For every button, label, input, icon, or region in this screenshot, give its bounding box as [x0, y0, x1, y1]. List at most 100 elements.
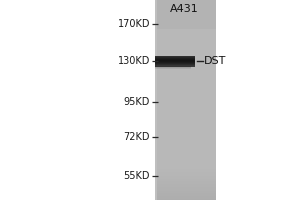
- Bar: [155, 125, 216, 127]
- Bar: [155, 124, 216, 125]
- Bar: [155, 171, 216, 172]
- Bar: [155, 155, 216, 156]
- Bar: [155, 7, 216, 8]
- Bar: [155, 129, 216, 131]
- Bar: [155, 119, 216, 120]
- Bar: [155, 52, 216, 53]
- Bar: [155, 101, 216, 103]
- Bar: [155, 21, 216, 23]
- Bar: [155, 69, 216, 71]
- Bar: [155, 148, 216, 149]
- Bar: [155, 55, 216, 56]
- Bar: [155, 169, 216, 171]
- Bar: [155, 128, 216, 129]
- Bar: [155, 168, 216, 169]
- Bar: [155, 139, 216, 140]
- Bar: [155, 85, 216, 87]
- Bar: [155, 141, 216, 143]
- Bar: [155, 47, 216, 48]
- Bar: [155, 104, 216, 105]
- Bar: [155, 99, 216, 100]
- Bar: [155, 31, 216, 32]
- Bar: [155, 93, 216, 95]
- Bar: [155, 175, 216, 176]
- Bar: [155, 189, 216, 191]
- Bar: [155, 177, 216, 179]
- Bar: [155, 143, 216, 144]
- Bar: [155, 153, 216, 155]
- Bar: [155, 113, 216, 115]
- Bar: [155, 87, 216, 88]
- Bar: [155, 97, 216, 99]
- Bar: [155, 19, 216, 20]
- Bar: [155, 115, 216, 116]
- Bar: [155, 180, 216, 181]
- Bar: [155, 11, 216, 12]
- Bar: [155, 29, 216, 31]
- Bar: [155, 39, 216, 40]
- Bar: [155, 59, 216, 60]
- Bar: [155, 12, 216, 13]
- Bar: [155, 184, 216, 185]
- Bar: [155, 44, 216, 45]
- Bar: [155, 37, 216, 39]
- Bar: [155, 23, 216, 24]
- Text: 95KD: 95KD: [124, 97, 150, 107]
- Bar: [155, 41, 216, 43]
- Bar: [155, 152, 216, 153]
- Bar: [155, 45, 216, 47]
- Bar: [155, 195, 216, 196]
- Bar: [155, 61, 216, 63]
- Bar: [155, 16, 216, 17]
- Bar: [155, 95, 216, 96]
- Bar: [155, 192, 216, 193]
- Bar: [155, 107, 216, 108]
- Bar: [155, 36, 216, 37]
- Bar: [155, 76, 216, 77]
- Bar: [155, 64, 216, 65]
- Bar: [155, 0, 157, 200]
- Bar: [155, 181, 216, 183]
- Bar: [155, 67, 216, 68]
- Bar: [155, 121, 216, 123]
- Bar: [155, 160, 216, 161]
- Bar: [155, 112, 216, 113]
- Bar: [155, 100, 216, 101]
- Bar: [155, 62, 195, 63]
- Bar: [155, 91, 216, 92]
- Bar: [155, 123, 216, 124]
- Bar: [155, 96, 216, 97]
- Bar: [155, 60, 216, 61]
- Bar: [155, 43, 216, 44]
- Bar: [155, 20, 216, 21]
- Bar: [155, 63, 195, 64]
- Bar: [155, 140, 216, 141]
- Bar: [155, 135, 216, 136]
- Bar: [155, 127, 216, 128]
- Bar: [155, 137, 216, 139]
- Bar: [155, 196, 216, 197]
- Bar: [155, 111, 216, 112]
- Bar: [155, 13, 216, 15]
- Bar: [155, 183, 216, 184]
- Bar: [155, 151, 216, 152]
- Bar: [155, 136, 216, 137]
- Bar: [155, 88, 216, 89]
- Bar: [155, 103, 216, 104]
- Bar: [155, 79, 216, 80]
- Text: 55KD: 55KD: [124, 171, 150, 181]
- Bar: [155, 25, 216, 27]
- Bar: [155, 167, 216, 168]
- Bar: [155, 28, 216, 29]
- Bar: [155, 157, 216, 159]
- Bar: [155, 165, 216, 167]
- Bar: [155, 49, 216, 51]
- Bar: [155, 27, 216, 28]
- Bar: [155, 56, 195, 57]
- Bar: [155, 156, 216, 157]
- Bar: [155, 56, 216, 57]
- Bar: [155, 197, 216, 199]
- Bar: [155, 57, 195, 58]
- Bar: [155, 65, 216, 67]
- Bar: [155, 32, 216, 33]
